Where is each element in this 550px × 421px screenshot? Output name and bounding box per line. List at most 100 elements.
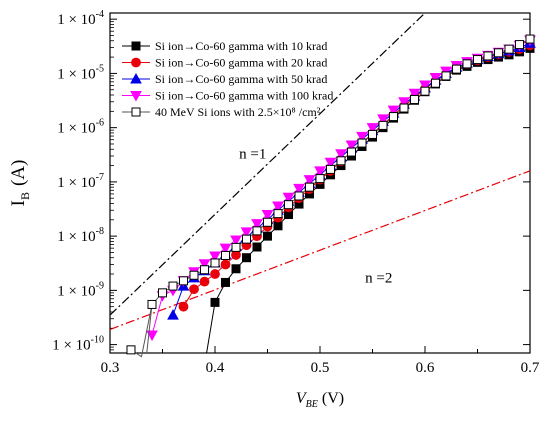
data-point [368, 129, 377, 139]
x-tick-label: 0.6 [416, 360, 435, 376]
y-axis-label-var: I [8, 200, 29, 206]
legend-entry-2: Si ion→Co-60 gamma with 20 krad [122, 56, 327, 70]
data-point [210, 258, 220, 268]
data-point [242, 234, 251, 244]
legend-marker [130, 91, 142, 102]
legend-entry-4: Si ion→Co-60 gamma with 100 krad [122, 89, 333, 103]
data-point [179, 276, 188, 286]
y-tick-label: 1 × 10-7 [57, 172, 104, 191]
data-point [284, 200, 293, 210]
data-point [210, 269, 220, 279]
data-point [294, 191, 304, 201]
data-point [189, 284, 199, 295]
data-point [398, 97, 410, 108]
data-point [326, 164, 335, 174]
legend-entry-5: 40 MeV Si ions with 2.5×10⁸ /cm² [122, 105, 321, 119]
data-point [366, 123, 379, 134]
data-point [240, 227, 253, 238]
data-point [220, 259, 231, 270]
y-tick-label: 1 × 10-10 [52, 335, 104, 354]
legend-marker [131, 107, 141, 117]
legend-label: 40 MeV Si ions with 2.5×10⁸ /cm² [155, 105, 321, 119]
data-point [305, 182, 314, 192]
data-point [158, 288, 167, 298]
data-point [399, 103, 409, 113]
data-point [230, 235, 242, 246]
y-axis-label: IB (A) [8, 160, 32, 207]
data-point [231, 264, 241, 274]
data-point [483, 51, 493, 61]
data-point [303, 175, 316, 186]
data-point [314, 166, 326, 177]
data-point [251, 219, 263, 230]
x-axis-label-unit: (V) [322, 390, 344, 407]
legend-label: Si ion→Co-60 gamma with 50 krad [155, 72, 327, 86]
legend-entry-1: Si ion→Co-60 gamma with 10 krad [122, 39, 327, 53]
data-point [252, 226, 262, 236]
data-point [272, 201, 284, 212]
data-point [273, 209, 283, 219]
data-point [210, 297, 220, 307]
data-point [231, 242, 241, 252]
data-point [126, 345, 136, 355]
data-point [336, 156, 346, 166]
x-axis-label-sub: BE [306, 399, 318, 410]
data-point [504, 44, 514, 54]
x-axis: 0.3 0.4 0.5 0.6 0.7 [101, 346, 540, 376]
data-point [378, 120, 388, 130]
data-point [410, 95, 419, 105]
data-point [189, 270, 199, 280]
data-point [335, 149, 347, 160]
data-point [345, 140, 358, 151]
data-point [387, 105, 400, 117]
data-point [377, 114, 389, 125]
data-point [389, 112, 398, 122]
data-point [263, 217, 272, 227]
series-5 [126, 34, 535, 358]
series-1-dropoff [206, 302, 216, 354]
y-axis: 1 × 10-10 1 × 10-9 1 × 10-8 1 × 10-7 1 × 10-… [52, 9, 530, 354]
y-tick-label: 1 × 10-8 [57, 226, 104, 245]
data-point [462, 59, 472, 69]
x-axis-label-var: V [296, 390, 308, 407]
data-point [347, 147, 356, 157]
legend-marker [130, 72, 142, 84]
legend-label: Si ion→Co-60 gamma with 20 krad [155, 56, 327, 70]
y-tick-label: 1 × 10-9 [57, 280, 104, 299]
x-tick-label: 0.7 [521, 360, 540, 376]
series-5-line [130, 38, 531, 358]
reference-line-n-1 [110, 13, 426, 316]
data-point [315, 174, 325, 184]
y-tick-label: 1 × 10-4 [57, 9, 104, 28]
legend: Si ion→Co-60 gamma with 10 krad Si ion→Co… [122, 39, 333, 119]
reference-line-n-2 [110, 170, 530, 331]
data-point [263, 231, 272, 241]
data-point [357, 138, 367, 148]
x-tick-label: 0.5 [311, 360, 330, 376]
data-point [420, 86, 430, 96]
data-point [408, 88, 421, 100]
data-point [221, 250, 230, 260]
data-point [199, 276, 210, 287]
annotation-n-1: n =1 [239, 146, 266, 162]
series-1-line [214, 47, 531, 303]
data-point [356, 131, 368, 143]
data-point [494, 48, 503, 58]
y-axis-label-unit: (A) [8, 160, 29, 186]
x-axis-label: VBE (V) [296, 390, 344, 410]
data-point [293, 183, 305, 195]
data-point [473, 55, 482, 65]
data-point [221, 277, 230, 287]
legend-label: Si ion→Co-60 gamma with 100 krad [155, 89, 333, 103]
data-point [431, 78, 440, 88]
data-point [419, 80, 431, 92]
data-point [147, 299, 157, 309]
data-point [273, 221, 283, 231]
data-point [242, 253, 251, 263]
data-point [209, 251, 221, 263]
data-point [252, 242, 262, 252]
series-5-dropoff [146, 304, 153, 354]
annotation-n-2: n =2 [365, 270, 392, 286]
y-axis-label-sub: B [18, 192, 32, 200]
